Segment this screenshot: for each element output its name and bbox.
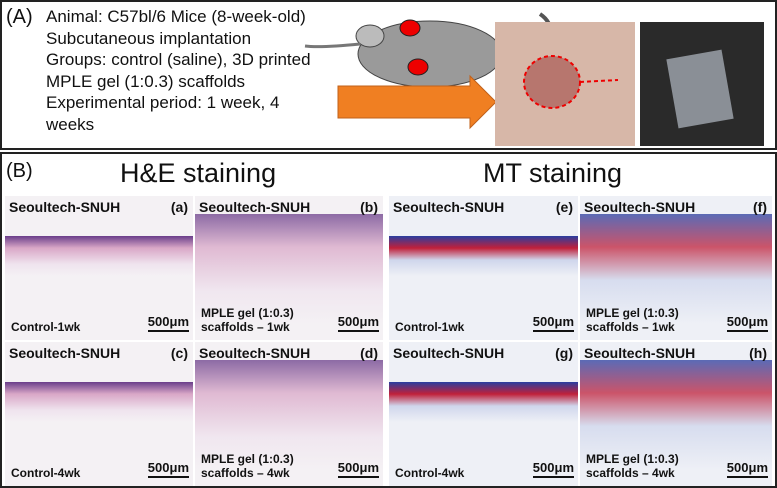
tissue <box>195 214 383 324</box>
watermark: Seoultech-SNUH <box>199 199 311 215</box>
description-line: Animal: C57bl/6 Mice (8-week-old) <box>46 7 306 26</box>
caption-line: Control-1wk <box>11 320 81 334</box>
panel-letter: (h) <box>749 345 767 361</box>
description-line: Experimental period: 1 week, 4 <box>46 93 280 112</box>
scale-bar: 500μm <box>533 314 574 332</box>
heading: H&E staining <box>120 158 277 188</box>
arrow <box>337 74 497 130</box>
watermark: Seoultech-SNUH <box>584 345 696 361</box>
panel-label: (A) <box>6 6 33 28</box>
scale-bar: 500μm <box>148 460 189 478</box>
tissue <box>389 382 578 422</box>
panel-b-frame <box>0 152 777 488</box>
caption: MPLE gel (1:0.3) scaffolds – 1wk <box>586 306 679 334</box>
description-line: weeks <box>46 114 95 134</box>
micrograph: Seoultech-SNUH (d) MPLE gel (1:0.3) scaffol… <box>195 342 383 486</box>
panel-letter: (g) <box>555 345 573 361</box>
panel-letter: (c) <box>170 345 188 361</box>
caption-line: scaffolds – 1wk <box>586 320 675 334</box>
scaffold <box>666 49 734 129</box>
micrograph: Seoultech-SNUH (e) Control-1wk 500μm <box>389 196 578 340</box>
watermark: Seoultech-SNUH <box>9 345 121 361</box>
caption: Control-1wk <box>395 320 464 334</box>
caption: MPLE gel (1:0.3) scaffolds – 4wk <box>201 452 294 480</box>
caption-line: MPLE gel (1:0.3) <box>201 306 294 320</box>
tissue <box>5 236 193 276</box>
tissue <box>195 360 383 470</box>
caption-line: MPLE gel (1:0.3) <box>201 452 294 466</box>
tissue <box>389 236 578 276</box>
panel-letter: (a) <box>170 199 188 215</box>
illustration <box>304 12 764 146</box>
panel-letter: (e) <box>555 199 573 215</box>
implant-site <box>399 19 421 37</box>
caption: MPLE gel (1:0.3) scaffolds – 4wk <box>586 452 679 480</box>
caption-line: scaffolds – 1wk <box>201 320 290 334</box>
pointer <box>579 79 619 83</box>
tissue <box>580 214 772 324</box>
caption: Control-1wk <box>11 320 80 334</box>
tissue <box>5 382 193 422</box>
micrograph: Seoultech-SNUH (h) MPLE gel (1:0.3) scaffol… <box>580 342 772 486</box>
tissue <box>580 360 772 470</box>
caption: Control-4wk <box>395 466 464 480</box>
scale-bar: 500μm <box>727 314 768 332</box>
caption-line: MPLE gel (1:0.3) <box>586 452 679 466</box>
watermark: Seoultech-SNUH <box>393 199 505 215</box>
scale-bar: 500μm <box>338 460 379 478</box>
description-line: Subcutaneous implantation <box>46 28 252 48</box>
scale-bar: 500μm <box>338 314 379 332</box>
description-line: MPLE gel (1:0.3) scaffolds <box>46 71 246 91</box>
caption: Control-4wk <box>11 466 80 480</box>
micrograph: Seoultech-SNUH (f) MPLE gel (1:0.3) scaffol… <box>580 196 772 340</box>
description-line: Groups: control (saline), 3D printed <box>46 50 311 69</box>
panel-label: (B) <box>6 160 33 182</box>
watermark: Seoultech-SNUH <box>199 345 311 361</box>
caption-line: MPLE gel (1:0.3) <box>586 306 679 320</box>
micrograph: Seoultech-SNUH (a) Control-1wk 500μm <box>5 196 193 340</box>
panel-a-frame <box>0 0 777 150</box>
watermark: Seoultech-SNUH <box>9 199 121 215</box>
mouse-tail <box>304 42 361 49</box>
caption-line: Control-4wk <box>11 466 81 480</box>
scale-bar: 500μm <box>727 460 768 478</box>
micrograph: Seoultech-SNUH (b) MPLE gel (1:0.3) scaffol… <box>195 196 383 340</box>
implant-highlight <box>523 55 581 109</box>
caption-line: scaffolds – 4wk <box>586 466 675 480</box>
caption: MPLE gel (1:0.3) scaffolds – 1wk <box>201 306 294 334</box>
panel-letter: (b) <box>360 199 378 215</box>
caption-line: Control-1wk <box>395 320 465 334</box>
micrograph: Seoultech-SNUH (c) Control-4wk 500μm <box>5 342 193 486</box>
watermark: Seoultech-SNUH <box>584 199 696 215</box>
heading: MT staining <box>483 158 623 188</box>
micrograph: Seoultech-SNUH (g) Control-4wk 500μm <box>389 342 578 486</box>
scale-bar: 500μm <box>148 314 189 332</box>
implant-site <box>407 58 429 76</box>
watermark: Seoultech-SNUH <box>393 345 505 361</box>
mouse-ear <box>355 24 385 48</box>
scale-bar: 500μm <box>533 460 574 478</box>
panel-letter: (d) <box>360 345 378 361</box>
caption-line: scaffolds – 4wk <box>201 466 290 480</box>
panel-letter: (f) <box>753 199 767 215</box>
caption-line: Control-4wk <box>395 466 465 480</box>
